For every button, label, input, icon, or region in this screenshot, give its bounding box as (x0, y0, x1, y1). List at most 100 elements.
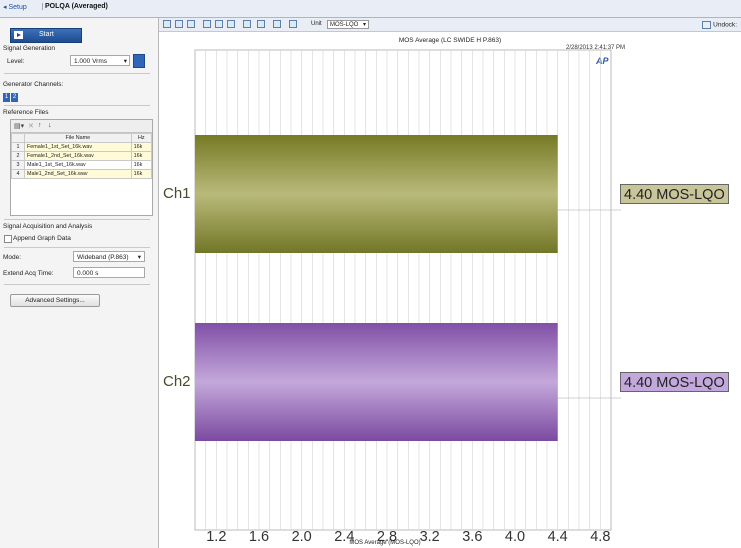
tab-polqa[interactable]: POLQA (Averaged) (42, 3, 110, 10)
chevron-down-icon: ▾ (123, 58, 127, 65)
x-tick-label: 4.0 (505, 529, 525, 545)
delete-icon[interactable]: ✕ (28, 123, 34, 130)
x-tick-label: 1.2 (206, 529, 226, 545)
file-hz: 16k (130, 151, 153, 161)
x-tick-label: 2.0 (292, 529, 312, 545)
x-tick-label: 1.6 (249, 529, 269, 545)
channel-2-toggle[interactable]: 2 (11, 93, 18, 102)
gridlines (194, 49, 621, 531)
move-up-icon[interactable]: ↑ (38, 122, 42, 129)
plot-frame (194, 49, 612, 531)
bar-ch1 (195, 135, 558, 253)
file-name-header: File Name (24, 133, 132, 143)
export-icon[interactable] (289, 20, 297, 28)
extend-acq-input[interactable]: 0.000 s (73, 267, 145, 278)
add-file-icon[interactable]: ▤▾ (14, 123, 25, 130)
ch1-label: Ch1 (163, 185, 191, 202)
undock-label: Undock (713, 21, 736, 29)
tab-setup[interactable]: ◂ Setup (3, 4, 27, 11)
file-name[interactable]: Female1_2nd_Set_16k.wav (24, 151, 132, 161)
ch1-value-box: 4.40 MOS-LQO (620, 184, 729, 204)
ch2-value-box: 4.40 MOS-LQO (620, 372, 729, 392)
data-options-icon[interactable] (273, 20, 281, 28)
signal-generation-heading: Signal Generation (3, 45, 56, 52)
unit-select[interactable]: MOS-LQO ▾ (327, 20, 369, 29)
play-icon (14, 31, 23, 39)
mode-select[interactable]: Wideband (P.863) ▾ (73, 251, 145, 262)
append-graph-label: Append Graph Data (13, 235, 71, 242)
level-select[interactable]: 1.000 Vrms ▾ (70, 55, 130, 66)
file-name[interactable]: Male1_1st_Set_16k.wav (24, 160, 132, 170)
x-tick-label: 2.8 (377, 529, 397, 545)
undock-icon (702, 21, 712, 29)
file-hz: 16k (130, 160, 153, 170)
table-row[interactable]: 3 Male1_1st_Set_16k.wav 16k (11, 160, 153, 170)
file-name[interactable]: Female1_1st_Set_16k.wav (24, 142, 132, 152)
divider (4, 73, 150, 74)
advanced-settings-button[interactable]: Advanced Settings... (10, 294, 100, 307)
start-label: Start (39, 31, 54, 38)
table-toolbar: ▤▾ ✕ ↑ ↓ (11, 120, 152, 133)
hz-header: Hz (130, 133, 153, 143)
divider (4, 219, 150, 220)
mode-value: Wideband (P.863) (77, 254, 129, 261)
table-empty-area (11, 179, 152, 215)
tab-setup-label: Setup (8, 4, 27, 11)
bar-ch2 (195, 323, 558, 441)
chevron-down-icon: ▾ (137, 254, 141, 261)
acquisition-heading: Signal Acquisition and Analysis (3, 223, 93, 230)
ch2-label: Ch2 (163, 373, 191, 390)
level-stepper[interactable] (133, 54, 145, 68)
start-button[interactable]: Start (10, 28, 82, 43)
mos-bar-chart: 1.2 1.6 2.0 2.4 2.8 3.2 3.6 4.0 4.4 4.8 (194, 49, 621, 545)
chevron-down-icon: ▾ (362, 22, 366, 28)
layout-icon[interactable] (243, 20, 251, 28)
table-row[interactable]: 1 Female1_1st_Set_16k.wav 16k (11, 142, 153, 152)
graph-panel: Unit MOS-LQO ▾ Undock: MOS Average (LC S… (159, 18, 741, 548)
append-graph-checkbox[interactable] (4, 235, 12, 243)
row-number: 1 (11, 142, 25, 152)
unit-value: MOS-LQO (330, 22, 359, 28)
divider (4, 105, 150, 106)
save-icon[interactable] (163, 20, 171, 28)
x-axis-label: MOS Average (MOS-LQO) (349, 540, 421, 546)
table-row[interactable]: 2 Female1_2nd_Set_16k.wav 16k (11, 151, 153, 161)
ap-logo-icon: AP (596, 56, 609, 66)
file-name[interactable]: Male1_2nd_Set_16k.wav (24, 169, 132, 179)
x-tick-label: 2.4 (334, 529, 354, 545)
channel-1-toggle[interactable]: 1 (3, 93, 10, 102)
row-number-header (11, 133, 25, 143)
generator-channels-label: Generator Channels: (3, 81, 64, 88)
table-header-row: File Name Hz (11, 133, 153, 143)
mode-label: Mode: (3, 254, 22, 261)
top-tab-bar: ◂ Setup POLQA (Averaged) (0, 0, 741, 18)
row-number: 2 (11, 151, 25, 161)
graph-toolbar: Unit MOS-LQO ▾ Undock: (159, 18, 741, 32)
level-label: Level: (7, 58, 25, 65)
row-number: 4 (11, 169, 25, 179)
divider (4, 247, 150, 248)
extend-acq-label: Extend Acq Time: (3, 270, 54, 277)
level-value: 1.000 Vrms (74, 58, 107, 65)
x-tick-label: 4.4 (548, 529, 568, 545)
move-down-icon[interactable]: ↓ (48, 122, 52, 129)
row-number: 3 (11, 160, 25, 170)
x-tick-label: 4.8 (590, 529, 610, 545)
zoom-reset-icon[interactable] (227, 20, 235, 28)
divider (4, 284, 150, 285)
copy-icon[interactable] (175, 20, 183, 28)
reference-files-table: ▤▾ ✕ ↑ ↓ File Name Hz 1 Female1_1st_Set_… (10, 119, 153, 216)
zoom-fit-icon[interactable] (215, 20, 223, 28)
x-tick-label: 3.6 (462, 529, 482, 545)
graph-options-icon[interactable] (257, 20, 265, 28)
undock-button[interactable]: Undock: (702, 21, 737, 29)
chart-title: MOS Average (LC SWIDE H P.863) (398, 37, 502, 44)
chart-timestamp: 2/28/2013 2:41:37 PM (566, 45, 626, 51)
zoom-icon[interactable] (203, 20, 211, 28)
table-row[interactable]: 4 Male1_2nd_Set_16k.wav 16k (11, 169, 153, 179)
unit-label: Unit (311, 21, 322, 27)
print-icon[interactable] (187, 20, 195, 28)
bars (195, 135, 558, 441)
x-tick-labels: 1.2 1.6 2.0 2.4 2.8 3.2 3.6 4.0 4.4 4.8 (206, 529, 610, 545)
file-hz: 16k (130, 169, 153, 179)
